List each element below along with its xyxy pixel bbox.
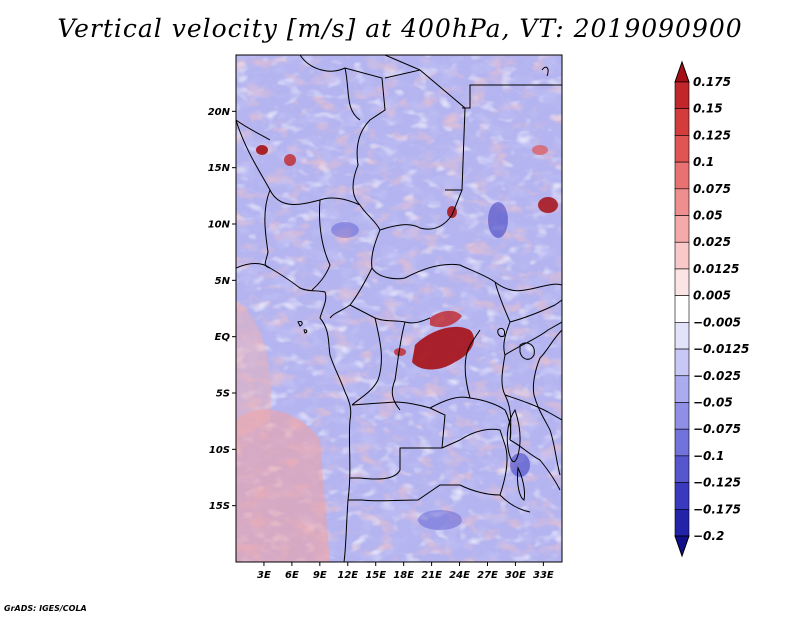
lat-tick-label: 15S	[209, 501, 230, 512]
colorbar-label: 0.005	[693, 289, 731, 303]
lon-tick-label: 6E	[285, 570, 299, 581]
lon-tick-label: 9E	[313, 570, 327, 581]
colorbar-bin	[674, 508, 690, 537]
lon-tick-label: 24E	[449, 570, 470, 581]
colorbar-label: 0.125	[693, 128, 731, 142]
colorbar-bin	[674, 428, 690, 457]
colorbar-bin	[674, 108, 690, 136]
colorbar-label: 0.0125	[693, 262, 739, 276]
borders	[236, 55, 562, 562]
lon-tick-label: 30E	[505, 570, 526, 581]
colorbar-bottom-arrow	[674, 535, 690, 558]
strong-downdraft-regions	[331, 202, 530, 530]
lat-tick-label: EQ	[215, 332, 231, 343]
lon-tick-label: 27E	[477, 570, 498, 581]
colorbar-bin	[674, 348, 690, 377]
map-frame	[235, 54, 563, 563]
latitude-axis: 20N 15N 10N 5N EQ 5S 10S 15S	[208, 107, 236, 512]
colorbar-label: −0.05	[693, 395, 733, 409]
colorbar-bin	[674, 268, 690, 296]
colorbar-label: 0.075	[693, 182, 731, 196]
colorbar-label: −0.2	[693, 529, 724, 543]
colorbar-label: −0.1	[693, 449, 724, 463]
colorbar-label: 0.025	[693, 235, 731, 249]
colorbar-bin	[674, 135, 690, 163]
colorbar-top-arrow	[674, 60, 690, 83]
lat-tick-label: 20N	[208, 107, 231, 118]
lon-tick-label: 33E	[533, 570, 554, 581]
colorbar-label: 0.1	[693, 155, 714, 169]
lat-tick-label: 5N	[215, 276, 231, 287]
colorbar-bin	[674, 188, 690, 216]
colorbar: 0.175 0.15 0.125 0.1 0.075 0.05 0.025 0.0125 0.0…	[674, 60, 749, 558]
grads-credit: GrADS: IGES/COLA	[4, 604, 87, 613]
colorbar-bin	[674, 482, 690, 510]
lat-tick-label: 10S	[209, 445, 230, 456]
strong-updraft-regions	[256, 145, 558, 370]
colorbar-label: −0.025	[693, 369, 741, 383]
lon-tick-label: 21E	[421, 570, 442, 581]
lon-tick-label: 15E	[365, 570, 386, 581]
colorbar-label: −0.075	[693, 422, 741, 436]
chart-title: Vertical velocity [m/s] at 400hPa, VT: 2…	[57, 14, 743, 43]
colorbar-bin	[674, 161, 690, 190]
lon-tick-label: 3E	[257, 570, 271, 581]
colorbar-bin	[674, 81, 690, 110]
colorbar-label: −0.0125	[693, 342, 749, 356]
lat-tick-label: 5S	[216, 389, 230, 400]
colorbar-label: 0.15	[693, 102, 723, 116]
colorbar-label: 0.175	[693, 75, 731, 89]
velocity-field	[236, 55, 562, 562]
colorbar-label: −0.175	[693, 502, 741, 516]
colorbar-bin	[674, 402, 690, 430]
longitude-axis: 3E 6E 9E 12E 15E 18E 21E 24E 27E 30E 33E	[257, 562, 554, 581]
colorbar-bin	[674, 455, 690, 483]
colorbar-label: −0.005	[693, 315, 741, 329]
colorbar-label: 0.05	[693, 209, 723, 223]
colorbar-bin	[674, 295, 690, 323]
colorbar-bin	[674, 241, 690, 270]
colorbar-bin	[674, 375, 690, 403]
colorbar-bin	[674, 322, 690, 350]
lat-tick-label: 10N	[208, 220, 231, 231]
lat-tick-label: 15N	[208, 163, 231, 174]
lon-tick-label: 12E	[337, 570, 358, 581]
colorbar-bin	[674, 215, 690, 243]
colorbar-label: −0.125	[693, 476, 741, 490]
lon-tick-label: 18E	[393, 570, 414, 581]
